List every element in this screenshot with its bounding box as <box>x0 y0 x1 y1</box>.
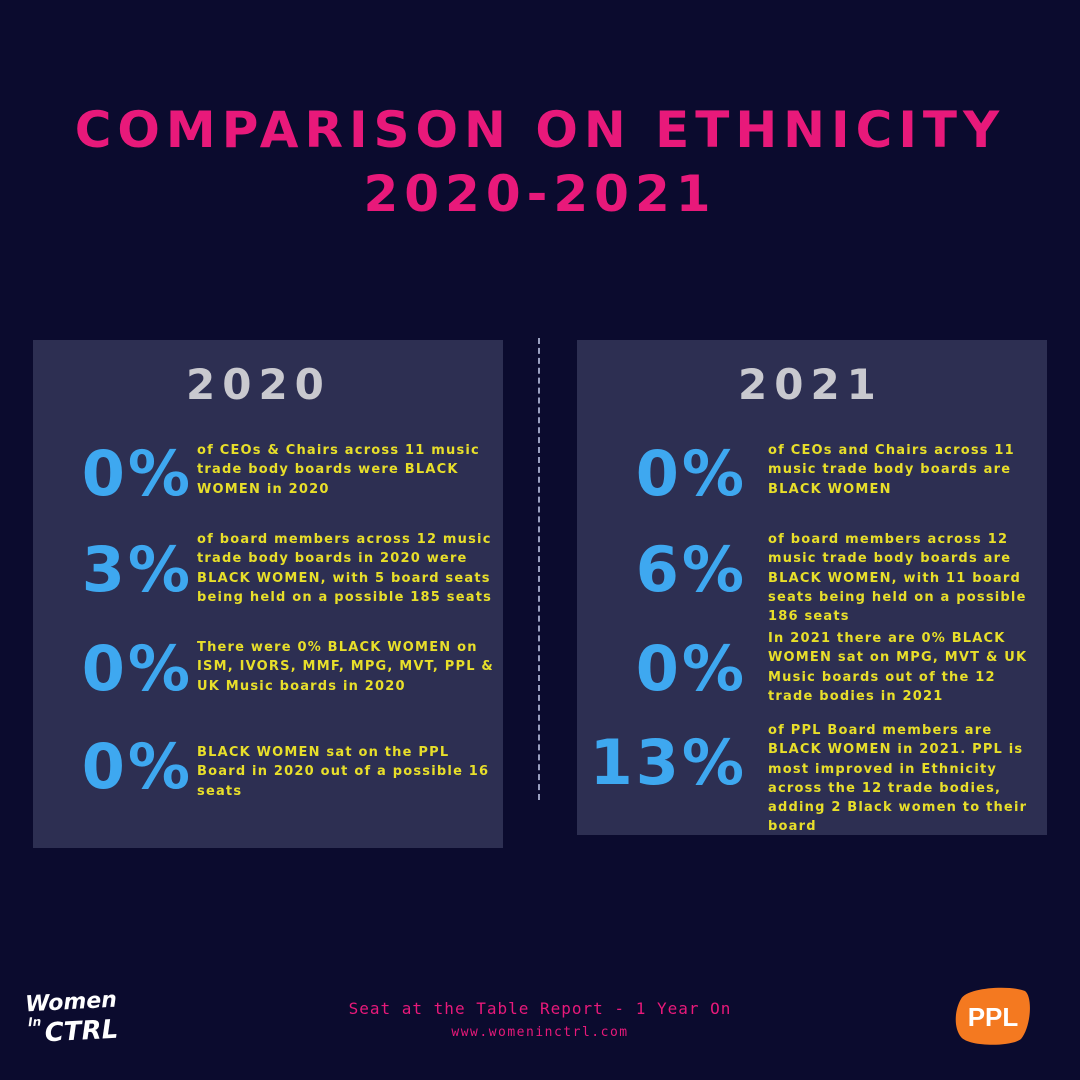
logo-line: Women <box>24 987 118 1018</box>
stat-description: of CEOs and Chairs across 11 music trade… <box>768 443 1015 497</box>
stat-percent: 0% <box>81 632 193 705</box>
page-title: COMPARISON ON ETHNICITY 2020-2021 <box>0 98 1080 226</box>
stat-description: In 2021 there are 0% BLACK WOMEN sat on … <box>768 631 1028 704</box>
panel-year: 2021 <box>738 360 883 409</box>
dashed-divider <box>538 338 540 800</box>
footer-report-title: Seat at the Table Report - 1 Year On <box>348 999 732 1018</box>
stat-description: of board members across 12 music trade b… <box>768 532 1027 625</box>
stat-description: BLACK WOMEN sat on the PPL Board in 2020… <box>197 745 490 799</box>
panel-2020: 2020 0% of CEOs & Chairs across 11 music… <box>33 340 503 848</box>
footer-url[interactable]: www.womeninctrl.com <box>451 1025 629 1040</box>
stat-percent: 3% <box>81 533 193 606</box>
ppl-logo-text: PPL <box>968 1002 1019 1032</box>
stat-description: of CEOs & Chairs across 11 music trade b… <box>197 443 480 497</box>
logo-line: CTRL <box>43 1014 119 1049</box>
women-in-ctrl-logo: Women In CTRL <box>24 987 119 1049</box>
title-line-1: COMPARISON ON ETHNICITY <box>74 101 1006 159</box>
stat-description: There were 0% BLACK WOMEN on ISM, IVORS,… <box>197 640 494 694</box>
ppl-logo: PPL <box>955 985 1031 1047</box>
stat-percent: 0% <box>635 437 747 510</box>
title-line-2: 2020-2021 <box>363 165 717 223</box>
panel-2021: 2021 0% of CEOs and Chairs across 11 mus… <box>577 340 1047 835</box>
panel-year: 2020 <box>186 360 331 409</box>
stat-percent: 0% <box>81 437 193 510</box>
stat-description: of board members across 12 music trade b… <box>197 532 493 605</box>
stat-description: of PPL Board members are BLACK WOMEN in … <box>768 723 1028 835</box>
stat-percent: 13% <box>589 726 747 799</box>
stat-percent: 0% <box>81 730 193 803</box>
stat-percent: 0% <box>635 632 747 705</box>
ppl-logo-shape: PPL <box>955 987 1030 1045</box>
stat-percent: 6% <box>635 533 747 606</box>
